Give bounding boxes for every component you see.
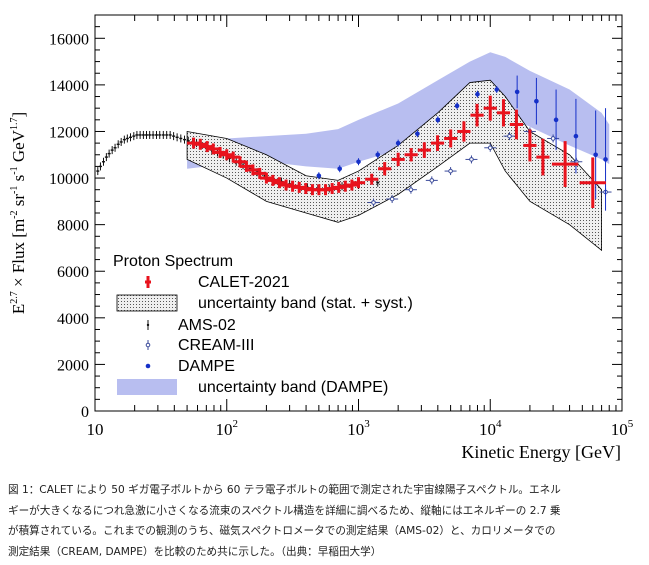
x-tick-label: 102 (216, 418, 239, 439)
x-tick-label: 104 (479, 418, 502, 439)
cream-iii-point (389, 196, 395, 202)
y-tick-label: 10000 (49, 171, 89, 188)
legend-swatch-calet-band (116, 294, 178, 312)
cream-iii-point (371, 200, 376, 205)
legend-entry-label: uncertainty band (DAMPE) (198, 379, 388, 396)
dampe-point (573, 133, 579, 139)
dampe-point (593, 152, 598, 158)
caption-line: が積算されている。これまでの観測のうち、磁気スペクトロメータでの測定結果（AMS… (8, 525, 556, 537)
dampe-point (454, 103, 460, 109)
legend-entry-label: CREAM-III (178, 337, 254, 354)
calet-uncertainty-band (186, 79, 602, 252)
legend-entry-label: AMS-02 (178, 317, 236, 334)
caption-line: ギーが大きくなるにつれ急激に小さくなる流束のスペクトル構造を詳細に調べるため、縦… (8, 504, 561, 517)
dampe-point (494, 87, 500, 92)
dampe-point (603, 157, 608, 162)
y-tick-label: 4000 (57, 311, 89, 328)
dampe-point (534, 98, 539, 104)
y-tick-label: 0 (81, 404, 89, 421)
cream-iii-point (408, 187, 414, 193)
caption-line: 測定結果（CREAM, DAMPE）を比較のため共に示した。（出典：早稲田大学） (8, 545, 382, 558)
x-tick-label: 105 (611, 418, 634, 439)
legend-marker-dampe (145, 363, 151, 369)
dampe-point (514, 89, 520, 95)
legend-marker-ams (146, 323, 150, 327)
y-tick-label: 6000 (57, 264, 89, 281)
dampe-point (316, 173, 322, 179)
y-tick-label: 2000 (57, 357, 89, 374)
cream-iii-point (469, 157, 474, 162)
y-axis-label: E2.7 × Flux [m-2 sr-1 s-1 GeV1.7] (9, 112, 28, 314)
y-tick-label: 12000 (49, 124, 89, 141)
y-tick-label: 8000 (57, 218, 89, 235)
dampe-point (395, 140, 401, 146)
x-tick-label: 103 (347, 418, 370, 439)
y-tick-label: 16000 (49, 31, 89, 48)
dampe-point (435, 117, 441, 123)
proton-spectrum-chart: 0 2000 4000 6000 8000 10000 12000 14000 16000 10 1… (9, 14, 634, 462)
cream-iii-point (487, 145, 493, 151)
dampe-point (356, 159, 361, 165)
cream-iii-point (507, 133, 512, 139)
legend-swatch-dampe-band (117, 379, 177, 395)
dampe-uncertainty-band (187, 52, 610, 169)
dampe-point (375, 152, 381, 158)
legend-entry-label: uncertainty band (stat. + syst.) (198, 295, 413, 312)
cream-iii-point (429, 178, 435, 183)
cream-iii-point (448, 168, 453, 174)
legend-entry-label: DAMPE (178, 358, 235, 375)
figure-caption: 図 1：CALET により 50 ギガ電子ボルトから 60 テラ電子ボルトの範囲… (8, 480, 642, 562)
x-tick-label: 10 (87, 420, 104, 439)
dampe-point (475, 91, 480, 97)
caption-line: 図 1：CALET により 50 ギガ電子ボルトから 60 テラ電子ボルトの範囲… (8, 484, 561, 496)
legend-marker-cream (145, 342, 151, 348)
cream-iii-point (550, 136, 556, 141)
legend-title: Proton Spectrum (113, 253, 233, 270)
dampe-point (553, 117, 559, 123)
dampe-point (337, 166, 343, 172)
y-tick-label: 14000 (49, 78, 89, 95)
dampe-point (415, 131, 420, 137)
legend-entry-label: CALET-2021 (198, 274, 290, 291)
x-axis-label: Kinetic Energy [GeV] (461, 442, 621, 462)
